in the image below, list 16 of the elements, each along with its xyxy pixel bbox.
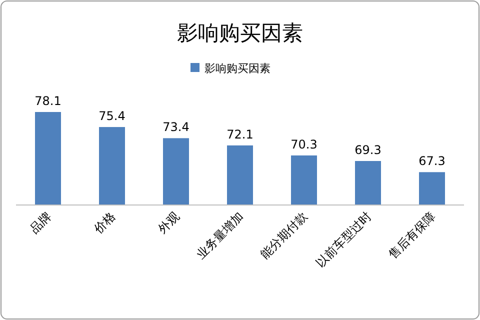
- legend-label: 影响购买因素: [204, 62, 270, 75]
- x-tick-label: 以前车型过时: [313, 209, 374, 270]
- data-label: 67.3: [418, 154, 446, 168]
- data-label: 72.1: [226, 127, 254, 142]
- data-label: 70.3: [290, 137, 318, 152]
- data-label: 73.4: [162, 120, 190, 134]
- x-tick-label: 能分期付款: [258, 209, 310, 262]
- x-tick-label: 售后有保障: [386, 209, 438, 262]
- x-tick-label: 价格: [90, 209, 118, 237]
- data-label: 69.3: [354, 143, 382, 158]
- x-tick-label: 品牌: [27, 209, 54, 236]
- data-label: 78.1: [34, 94, 62, 108]
- x-tick-label: 业务量增加: [194, 209, 246, 262]
- chart-title: 影响购买因素: [177, 21, 303, 45]
- x-tick-label: 外观: [155, 209, 182, 236]
- data-label: 75.4: [98, 109, 126, 124]
